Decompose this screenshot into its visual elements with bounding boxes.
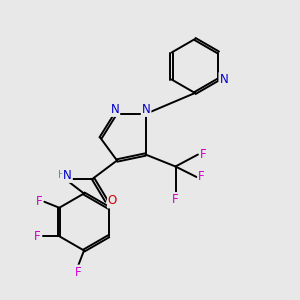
Text: N: N [142, 103, 151, 116]
Text: N: N [63, 169, 72, 182]
Text: N: N [110, 103, 119, 116]
Text: H: H [58, 170, 65, 181]
Text: F: F [36, 195, 42, 208]
Text: N: N [219, 73, 228, 86]
Text: O: O [108, 194, 117, 208]
Text: F: F [172, 193, 179, 206]
Text: F: F [200, 148, 206, 161]
Text: F: F [34, 230, 41, 243]
Text: F: F [198, 170, 205, 184]
Text: F: F [75, 266, 81, 279]
